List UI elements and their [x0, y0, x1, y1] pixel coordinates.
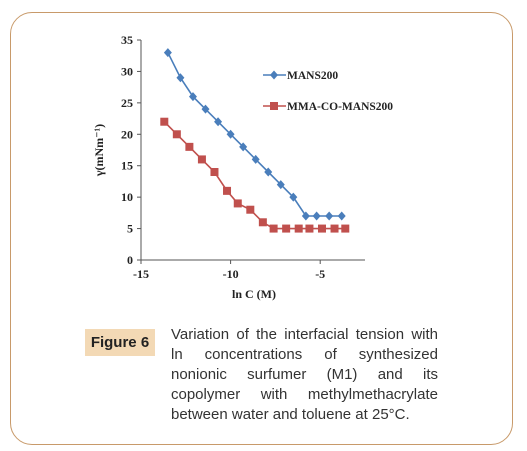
data-point [246, 205, 255, 214]
y-tick-label: 10 [121, 190, 133, 204]
data-point [258, 218, 267, 227]
x-tick-label: -15 [133, 267, 149, 281]
y-tick-label: 15 [121, 159, 133, 173]
data-point [226, 129, 235, 139]
data-point [223, 186, 232, 195]
series-line [163, 121, 346, 230]
chart-axes: 0 5 10 15 20 25 30 35 -15 -10 -5 [121, 33, 365, 281]
data-point [176, 73, 185, 83]
y-tick-label: 35 [121, 33, 133, 47]
data-point [214, 117, 223, 127]
data-point [239, 142, 248, 152]
y-tick-label: 0 [127, 253, 133, 267]
series-2 [160, 117, 350, 233]
data-point [276, 180, 285, 190]
figure-label: Figure 6 [85, 329, 155, 356]
chart-series [160, 48, 350, 233]
y-tick-label: 5 [127, 222, 133, 236]
data-point [317, 224, 326, 233]
legend-marker [270, 70, 278, 80]
y-tick-label: 25 [121, 96, 133, 110]
data-point [305, 224, 314, 233]
x-axis-label: ln C (M) [232, 287, 276, 301]
data-point [160, 117, 169, 126]
data-point [325, 211, 334, 221]
data-point [251, 154, 260, 164]
chart-legend: MANS200 MMA-CO-MANS200 [263, 70, 393, 113]
data-point [289, 192, 298, 202]
legend-entry-label: MMA-CO-MANS200 [287, 101, 393, 113]
legend-entry-label: MANS200 [287, 70, 338, 82]
x-tick-label: -10 [223, 267, 239, 281]
y-tick-label: 20 [121, 127, 133, 141]
data-point [301, 211, 310, 221]
figure-caption: Variation of the interfacial tension wit… [171, 326, 438, 423]
data-point [233, 199, 242, 208]
data-point [294, 224, 303, 233]
data-point [282, 224, 291, 233]
data-point [201, 104, 210, 114]
data-point [197, 155, 206, 164]
data-point [188, 92, 197, 102]
x-tick-label: -5 [315, 267, 325, 281]
figure-frame [10, 12, 513, 445]
data-point [172, 130, 181, 139]
data-point [264, 167, 273, 177]
data-point [185, 142, 194, 151]
legend-marker [270, 102, 278, 110]
y-tick-label: 30 [121, 64, 133, 78]
data-point [210, 168, 219, 176]
data-point [337, 211, 346, 221]
y-axis-label: γ(mNm⁻¹) [92, 124, 106, 177]
data-point [269, 224, 278, 233]
data-point [163, 48, 172, 58]
data-point [312, 211, 321, 221]
series-1 [163, 48, 346, 221]
data-point [330, 224, 339, 233]
data-point [341, 224, 350, 233]
